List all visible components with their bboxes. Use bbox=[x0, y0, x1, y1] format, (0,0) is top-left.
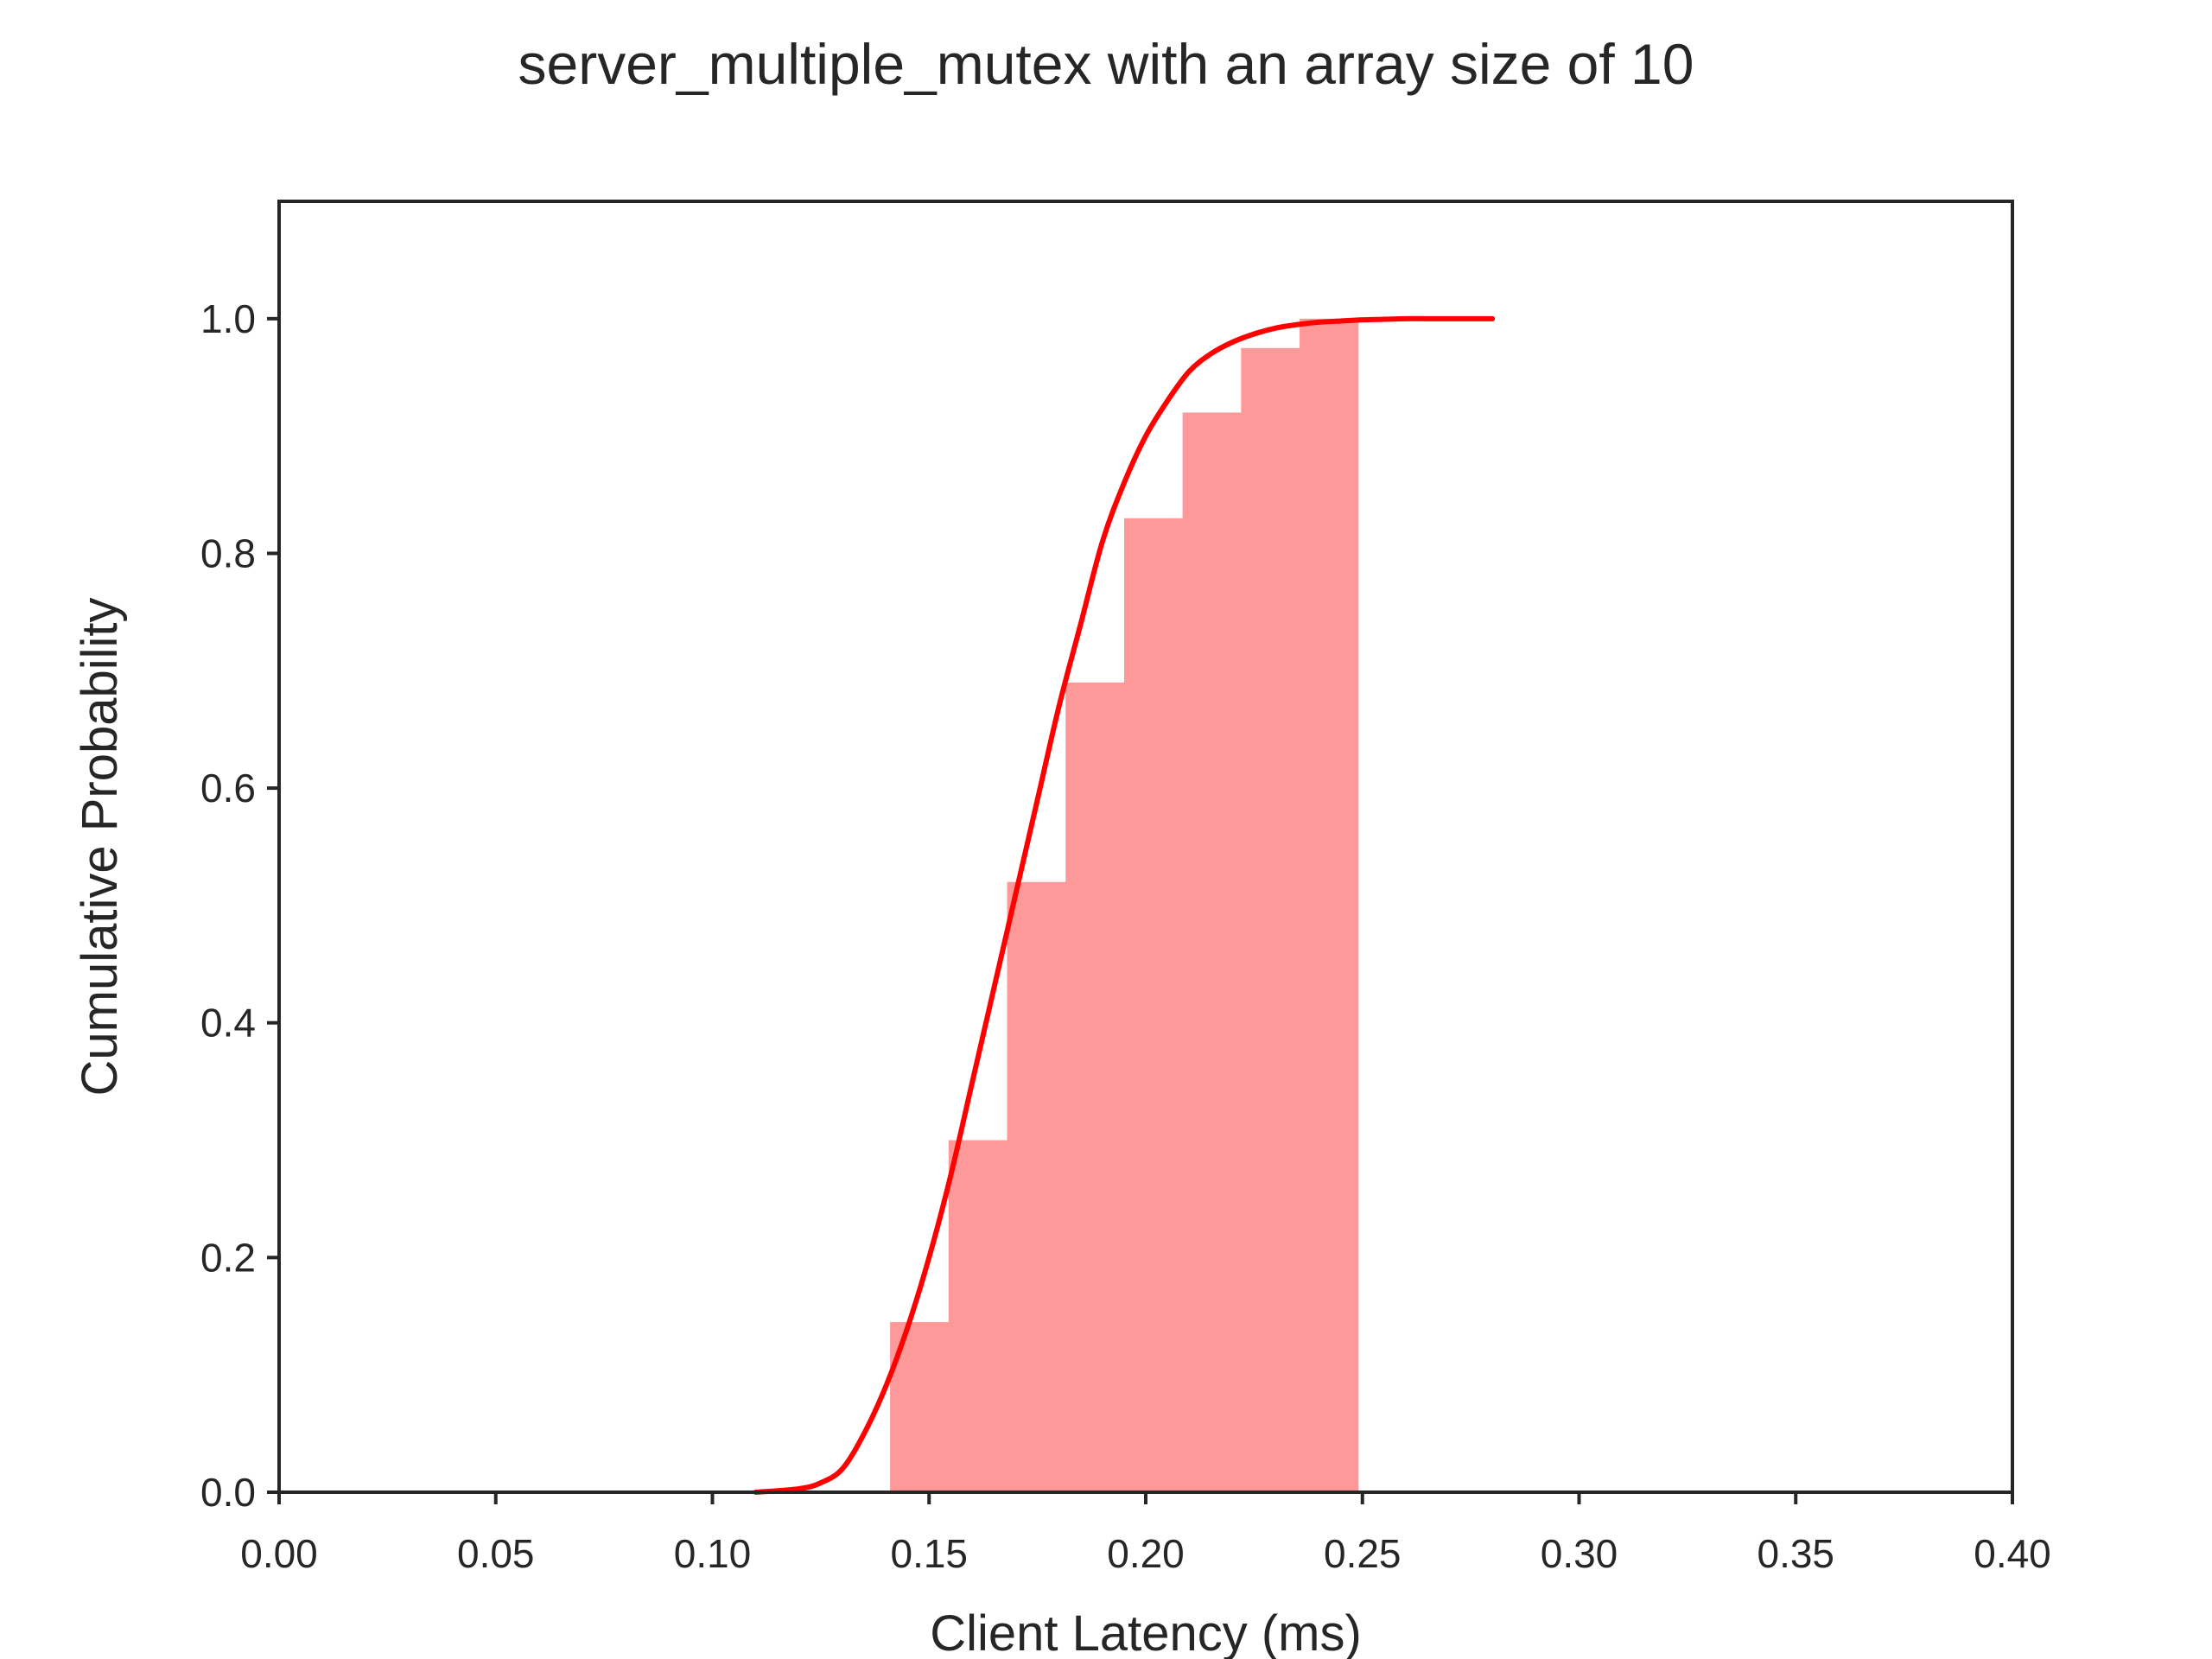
x-tick-label: 0.25 bbox=[1324, 1531, 1402, 1576]
y-tick-label: 0.2 bbox=[200, 1235, 256, 1280]
histogram-bar bbox=[1065, 682, 1125, 1492]
histogram-bar bbox=[1182, 412, 1242, 1493]
histogram-bar bbox=[1007, 881, 1066, 1492]
y-tick-label: 0.0 bbox=[200, 1470, 256, 1515]
x-axis-label: Client Latency (ms) bbox=[930, 1605, 1362, 1659]
x-axis-ticks: 0.00 0.05 0.10 0.15 0.20 0.25 0.30 0.35 0.40 bbox=[240, 1492, 2051, 1576]
x-tick-label: 0.40 bbox=[1974, 1531, 2051, 1576]
x-tick-label: 0.00 bbox=[240, 1531, 318, 1576]
x-tick-label: 0.35 bbox=[1757, 1531, 1834, 1576]
x-tick-label: 0.30 bbox=[1541, 1531, 1618, 1576]
y-tick-label: 0.6 bbox=[200, 766, 256, 810]
y-tick-label: 1.0 bbox=[200, 296, 256, 341]
x-tick-label: 0.05 bbox=[457, 1531, 535, 1576]
chart-title: server_multiple_mutex with an array size… bbox=[518, 32, 1694, 96]
histogram-bar bbox=[1241, 347, 1300, 1493]
histogram-bars bbox=[890, 318, 1359, 1493]
y-tick-label: 0.4 bbox=[200, 1001, 256, 1046]
cdf-curve bbox=[753, 315, 1496, 1495]
histogram-bar bbox=[948, 1140, 1008, 1492]
x-tick-label: 0.10 bbox=[674, 1531, 752, 1576]
y-axis-label: Cumulative Probability bbox=[72, 597, 128, 1096]
x-tick-label: 0.20 bbox=[1107, 1531, 1185, 1576]
histogram-bar bbox=[1123, 518, 1184, 1492]
x-tick-label: 0.15 bbox=[890, 1531, 968, 1576]
y-axis-ticks: 0.0 0.2 0.4 0.6 0.8 1.0 bbox=[200, 296, 279, 1515]
histogram-bar bbox=[1300, 318, 1359, 1493]
y-tick-label: 0.8 bbox=[200, 531, 256, 575]
